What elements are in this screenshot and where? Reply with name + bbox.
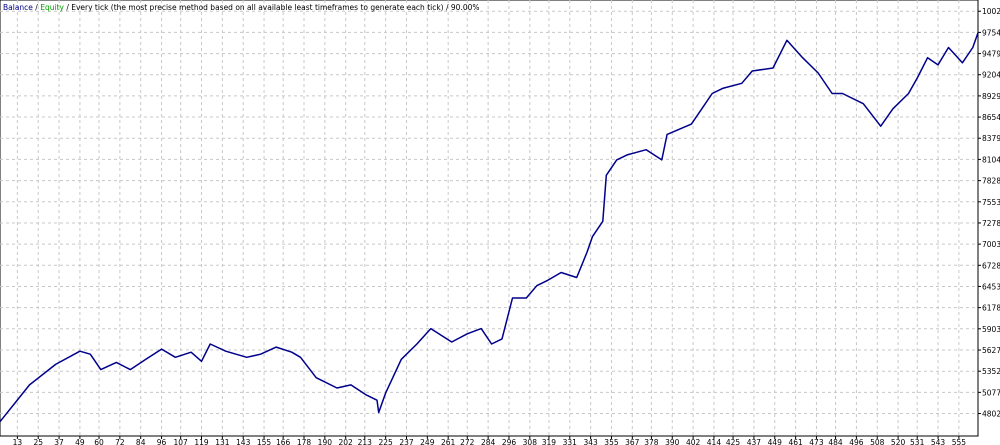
x-tick-label: 355 [604,438,619,445]
legend-equity: Equity [40,3,64,12]
x-tick-label: 367 [625,438,640,445]
y-tick-label: 5903 [982,325,1000,334]
x-tick-label: 49 [75,438,85,445]
separator: / [64,3,71,12]
y-tick-label: 8379 [982,134,1000,143]
header: Balance / Equity / Every tick (the most … [3,3,480,12]
x-tick-label: 319 [542,438,557,445]
x-tick-label: 437 [747,438,762,445]
x-tick-label: 508 [870,438,885,445]
x-tick-label: 72 [115,438,125,445]
x-tick-label: 296 [502,438,517,445]
x-tick-label: 331 [563,438,578,445]
x-tick-label: 496 [849,438,864,445]
grid [0,0,978,436]
y-tick-label: 5352 [982,367,1000,376]
y-tick-label: 5077 [982,388,1000,397]
x-tick-label: 84 [136,438,146,445]
y-tick-label: 6728 [982,261,1000,270]
y-tick-label: 7553 [982,198,1000,207]
x-tick-label: 60 [94,438,104,445]
x-tick-label: 37 [54,438,64,445]
x-tick-label: 131 [215,438,230,445]
x-tick-label: 143 [236,438,251,445]
x-tick-label: 449 [768,438,783,445]
y-tick-label: 7278 [982,219,1000,228]
x-tick-label: 284 [481,438,496,445]
x-tick-label: 531 [910,438,925,445]
x-tick-label: 178 [297,438,312,445]
y-tick-label: 9479 [982,50,1000,59]
y-tick-label: 7003 [982,240,1000,249]
legend-balance: Balance [3,3,33,12]
x-tick-label: 308 [523,438,538,445]
modelling-mode: Every tick (the most precise method base… [71,3,443,12]
x-tick-label: 13 [13,438,23,445]
x-tick-label: 119 [194,438,209,445]
y-tick-label: 9754 [982,28,1000,37]
x-tick-label: 461 [788,438,803,445]
x-tick-label: 213 [358,438,373,445]
y-tick-label: 8929 [982,92,1000,101]
x-tick-label: 155 [257,438,272,445]
modelling-quality: 90.00% [451,3,480,12]
x-tick-label: 414 [707,438,722,445]
y-tick-label: 6453 [982,282,1000,291]
x-tick-label: 402 [686,438,701,445]
y-tick-label: 9204 [982,71,1000,80]
x-tick-label: 249 [420,438,435,445]
separator: / [444,3,451,12]
x-tick-label: 225 [378,438,393,445]
x-tick-label: 25 [33,438,43,445]
y-tick-label: 7828 [982,177,1000,186]
x-tick-label: 425 [726,438,741,445]
x-tick-label: 272 [460,438,475,445]
x-tick-label: 343 [583,438,598,445]
x-tick-label: 378 [644,438,659,445]
y-tick-label: 8104 [982,155,1000,164]
x-tick-label: 473 [809,438,824,445]
y-tick-label: 6178 [982,304,1000,313]
y-tick-label: 5627 [982,346,1000,355]
plot-frame [0,0,979,437]
y-tick-label: 8654 [982,113,1000,122]
x-tick-label: 555 [952,438,967,445]
x-tick-label: 237 [399,438,414,445]
x-tick-label: 190 [318,438,333,445]
x-tick-label: 543 [931,438,946,445]
x-tick-label: 390 [665,438,680,445]
x-tick-label: 261 [441,438,456,445]
x-tick-label: 166 [276,438,291,445]
x-tick-label: 484 [828,438,843,445]
x-tick-label: 202 [339,438,354,445]
separator: / [33,3,40,12]
y-tick-label: 4802 [982,410,1000,419]
x-tick-label: 520 [891,438,906,445]
y-tick-label: 10029 [982,7,1000,16]
x-tick-label: 96 [157,438,167,445]
balance-line [0,32,979,423]
x-tick-label: 107 [173,438,188,445]
